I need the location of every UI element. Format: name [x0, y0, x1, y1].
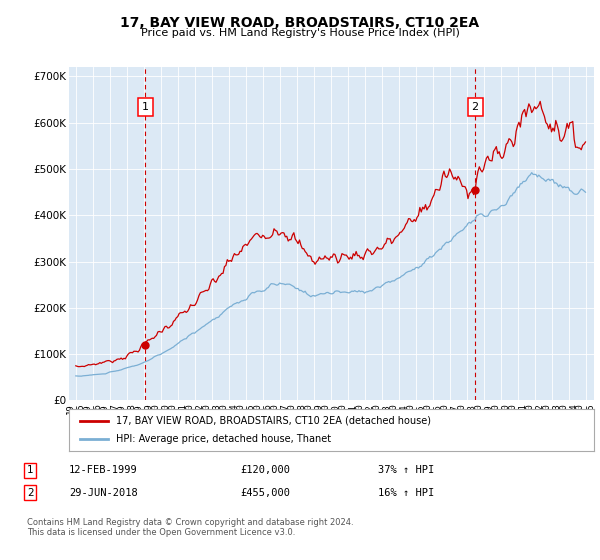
Text: 16% ↑ HPI: 16% ↑ HPI: [378, 488, 434, 498]
Text: 1: 1: [27, 465, 34, 475]
Text: 1: 1: [142, 102, 149, 112]
Text: £120,000: £120,000: [240, 465, 290, 475]
Text: HPI: Average price, detached house, Thanet: HPI: Average price, detached house, Than…: [116, 434, 331, 444]
Text: 17, BAY VIEW ROAD, BROADSTAIRS, CT10 2EA (detached house): 17, BAY VIEW ROAD, BROADSTAIRS, CT10 2EA…: [116, 416, 431, 426]
Text: 17, BAY VIEW ROAD, BROADSTAIRS, CT10 2EA: 17, BAY VIEW ROAD, BROADSTAIRS, CT10 2EA: [121, 16, 479, 30]
Text: 12-FEB-1999: 12-FEB-1999: [69, 465, 138, 475]
Text: Contains HM Land Registry data © Crown copyright and database right 2024.
This d: Contains HM Land Registry data © Crown c…: [27, 518, 353, 538]
Text: Price paid vs. HM Land Registry's House Price Index (HPI): Price paid vs. HM Land Registry's House …: [140, 28, 460, 38]
Text: 29-JUN-2018: 29-JUN-2018: [69, 488, 138, 498]
Text: 2: 2: [472, 102, 479, 112]
Text: 2: 2: [27, 488, 34, 498]
Text: 37% ↑ HPI: 37% ↑ HPI: [378, 465, 434, 475]
Text: £455,000: £455,000: [240, 488, 290, 498]
